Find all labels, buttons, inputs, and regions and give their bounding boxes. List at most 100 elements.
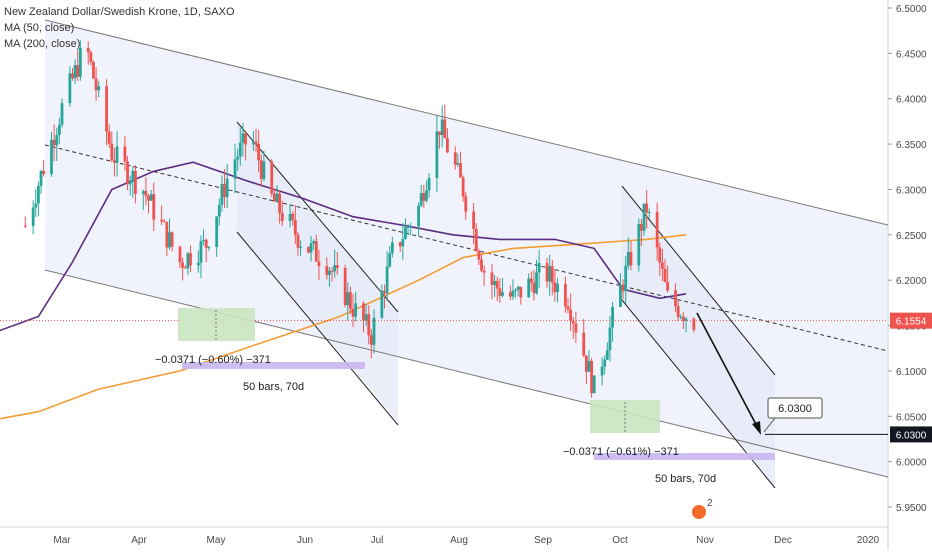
candle-body	[482, 270, 486, 273]
candle-body	[165, 221, 169, 248]
candle-body	[288, 213, 292, 221]
candle-body	[472, 211, 476, 229]
candle-body	[335, 265, 339, 269]
candle-body	[354, 303, 358, 317]
candle-body	[582, 332, 586, 356]
candle-body	[37, 186, 40, 204]
candle-body	[196, 262, 200, 266]
candle-body	[162, 221, 166, 223]
candle-body	[259, 160, 263, 179]
candle-body	[317, 261, 321, 267]
candle-body	[50, 139, 53, 174]
candle-body	[272, 193, 276, 202]
candle-body	[307, 246, 310, 253]
candle-body	[52, 139, 56, 146]
candle-body	[262, 161, 266, 179]
candle-body	[372, 317, 376, 345]
candle-body	[385, 266, 389, 294]
candle-body	[629, 252, 633, 266]
candle-body	[42, 170, 46, 174]
candle-body	[645, 203, 649, 213]
ma50-legend-label: MA (50, close)	[4, 22, 75, 34]
candle-body	[440, 119, 444, 136]
candle-body	[236, 156, 240, 160]
candle-body	[621, 284, 625, 292]
candle-body	[189, 253, 192, 266]
candle-body	[666, 281, 670, 291]
candle-body	[89, 52, 93, 62]
candle-body	[71, 73, 74, 79]
candle-body	[493, 280, 496, 285]
candle-body	[78, 47, 82, 77]
candle-body	[238, 142, 242, 157]
y-tick-label: 6.2000	[896, 276, 927, 287]
candle-body	[574, 323, 578, 333]
candle-body	[293, 219, 297, 235]
candle-body	[619, 284, 622, 307]
candle-body	[202, 239, 205, 242]
candle-body	[603, 359, 607, 367]
candle-body	[511, 290, 515, 297]
y-tick-label: 6.5000	[896, 4, 927, 15]
candle-body	[498, 288, 502, 296]
candle-body	[435, 131, 439, 178]
bars-label-2: 50 bars, 70d	[655, 473, 716, 485]
candle-body	[92, 61, 95, 79]
candle-body	[438, 131, 441, 136]
candle-body	[514, 289, 517, 291]
candle-body	[325, 266, 329, 275]
candle-body	[170, 232, 174, 247]
candle-body	[608, 327, 612, 351]
candle-body	[333, 265, 337, 272]
target-price-badge-label: 6.0300	[896, 430, 927, 441]
x-tick-label: Sep	[534, 535, 552, 546]
candle-body	[380, 290, 384, 318]
measure-box-1	[178, 308, 255, 341]
candle-body	[244, 133, 247, 145]
y-tick-label: 5.9500	[896, 503, 927, 514]
candle-body	[144, 191, 148, 196]
candle-body	[676, 305, 680, 317]
candle-body	[537, 262, 541, 273]
y-tick-label: 6.4000	[896, 95, 927, 106]
candle-body	[611, 306, 614, 328]
candle-body	[587, 360, 591, 372]
x-tick-label: Nov	[696, 535, 714, 546]
ma200-legend-label: MA (200, close)	[4, 38, 81, 50]
candle-body	[217, 204, 221, 217]
candle-body	[550, 266, 554, 283]
candle-body	[383, 290, 386, 294]
measure-label-2: −0.0371 (−0.61%) −371	[563, 446, 679, 458]
candle-body	[660, 262, 664, 269]
candle-body	[131, 170, 135, 183]
candle-body	[600, 366, 604, 376]
candle-body	[225, 178, 229, 198]
candle-body	[456, 163, 460, 165]
candle-body	[566, 306, 570, 310]
candle-body	[417, 205, 420, 227]
tradingview-logo-icon	[692, 505, 706, 519]
x-tick-label: May	[207, 535, 226, 546]
candle-body	[427, 177, 431, 191]
candle-body	[590, 360, 594, 394]
chart-legend: New Zealand Dollar/Swedish Krone, 1D, SA…	[4, 4, 235, 52]
bars-label-1: 50 bars, 70d	[243, 381, 304, 393]
candle-body	[548, 266, 552, 282]
inner-channel-lower-1	[236, 231, 399, 426]
candle-body	[128, 182, 132, 185]
candle-body	[107, 131, 111, 144]
candle-body	[328, 270, 331, 275]
x-tick-label: Oct	[612, 535, 628, 546]
candle-body	[314, 241, 318, 262]
candle-body	[330, 270, 334, 272]
candle-body	[215, 216, 219, 248]
channel-median-line	[44, 144, 889, 352]
target-callout-box	[767, 397, 823, 419]
candle-body	[94, 78, 98, 91]
x-tick-label: 2020	[857, 535, 880, 546]
candle-body	[86, 47, 90, 53]
channel-upper-line	[44, 19, 889, 226]
measure-label-1: −0.0371 (−0.60%) −371	[155, 354, 271, 366]
